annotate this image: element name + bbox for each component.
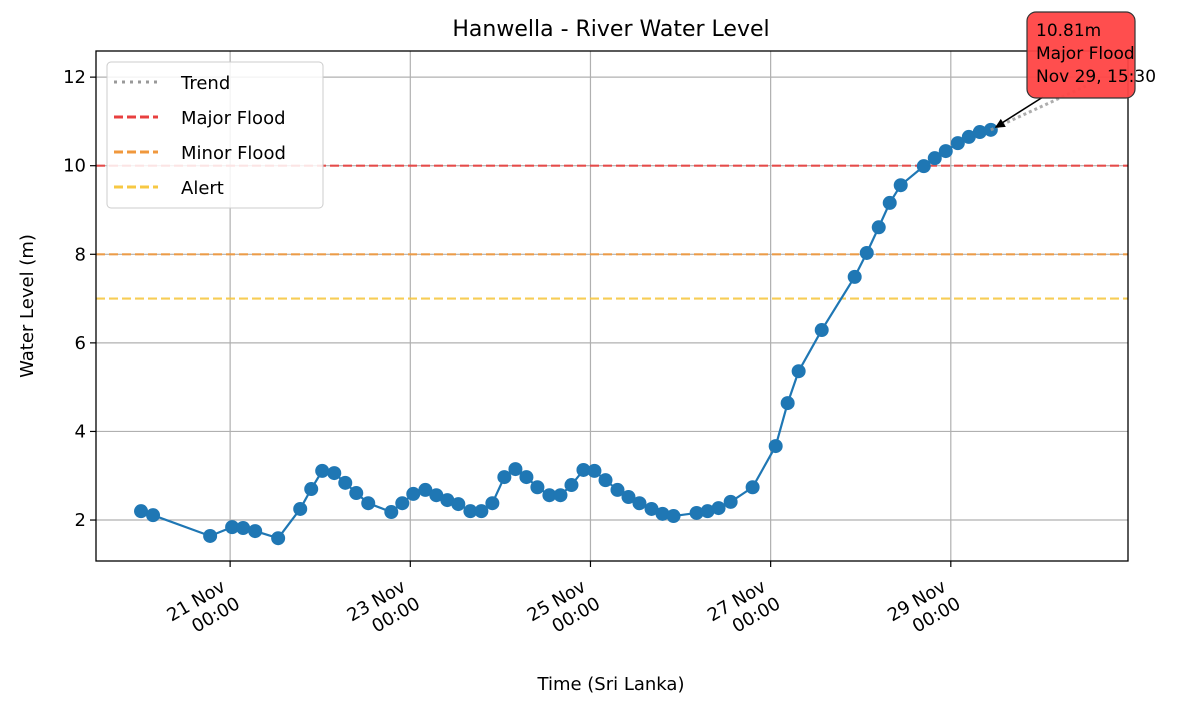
data-point: [508, 462, 523, 477]
legend: Trend Major Flood Minor Flood Alert: [106, 61, 324, 209]
data-point: [972, 125, 987, 140]
data-point: [655, 506, 670, 521]
data-point: [610, 482, 625, 497]
annotation-text: 10.81m: [1036, 21, 1101, 41]
data-point: [203, 528, 218, 543]
y-tick-label: 8: [75, 244, 86, 265]
data-point: [632, 496, 647, 511]
legend-box: [106, 61, 324, 209]
data-point: [723, 494, 738, 509]
data-point: [553, 488, 568, 503]
data-point: [950, 136, 965, 151]
y-tick-label: 12: [63, 67, 86, 88]
data-point: [146, 508, 161, 523]
data-point: [859, 245, 874, 260]
data-point: [463, 504, 478, 519]
data-point: [451, 497, 466, 512]
data-point: [530, 480, 545, 495]
legend-label: Minor Flood: [181, 143, 286, 164]
annotation-arrowhead: [994, 118, 1006, 128]
data-point: [497, 470, 512, 485]
data-point: [293, 501, 308, 516]
data-point: [587, 463, 602, 478]
data-point: [361, 496, 376, 511]
data-point: [938, 144, 953, 159]
data-point: [871, 220, 886, 235]
data-point: [882, 195, 897, 210]
data-point: [847, 269, 862, 284]
legend-label: Alert: [181, 178, 224, 199]
data-point: [248, 524, 263, 539]
data-point: [429, 488, 444, 503]
data-point: [327, 466, 342, 481]
data-point: [700, 504, 715, 519]
plot-frame: [95, 50, 1129, 562]
data-point: [304, 482, 319, 497]
data-point: [485, 496, 500, 511]
y-axis-label: Water Level (m): [17, 234, 38, 378]
data-point: [961, 129, 976, 144]
data-point: [315, 463, 330, 478]
annotation-text: Nov 29, 15:30: [1036, 67, 1156, 87]
data-point: [780, 396, 795, 411]
y-tick-label: 6: [75, 333, 86, 354]
annotation-text: Major Flood: [1036, 44, 1135, 64]
data-point: [745, 480, 760, 495]
data-point: [349, 486, 364, 501]
data-point: [916, 159, 931, 174]
data-point: [576, 462, 591, 477]
data-point: [542, 488, 557, 503]
data-point: [893, 178, 908, 193]
data-point: [621, 490, 636, 505]
legend-label: Major Flood: [181, 108, 286, 129]
data-point: [271, 531, 286, 546]
data-point: [474, 504, 489, 519]
y-tick-label: 2: [75, 510, 86, 531]
data-point: [644, 501, 659, 516]
data-point: [791, 364, 806, 379]
data-point: [927, 151, 942, 166]
data-point: [814, 323, 829, 338]
chart-title: Hanwella - River Water Level: [452, 17, 769, 42]
data-point: [236, 521, 251, 536]
data-point: [440, 493, 455, 508]
annotation-arrow: [995, 96, 1044, 128]
data-point: [384, 505, 399, 520]
data-point: [666, 509, 681, 524]
data-point: [134, 504, 149, 519]
annotation-box: [1026, 11, 1136, 99]
data-point: [519, 470, 534, 485]
data-point: [406, 486, 421, 501]
legend-label: Trend: [180, 73, 230, 94]
data-point: [598, 473, 613, 488]
data-point: [418, 482, 433, 497]
data-point: [689, 505, 704, 520]
data-point: [564, 478, 579, 493]
y-tick-label: 4: [75, 421, 86, 442]
data-point: [395, 496, 410, 511]
data-point: [338, 475, 353, 490]
data-point: [711, 501, 726, 516]
y-tick-label: 10: [63, 156, 86, 177]
x-axis-label: Time (Sri Lanka): [537, 674, 685, 695]
data-point: [768, 439, 783, 454]
data-point: [225, 520, 240, 535]
